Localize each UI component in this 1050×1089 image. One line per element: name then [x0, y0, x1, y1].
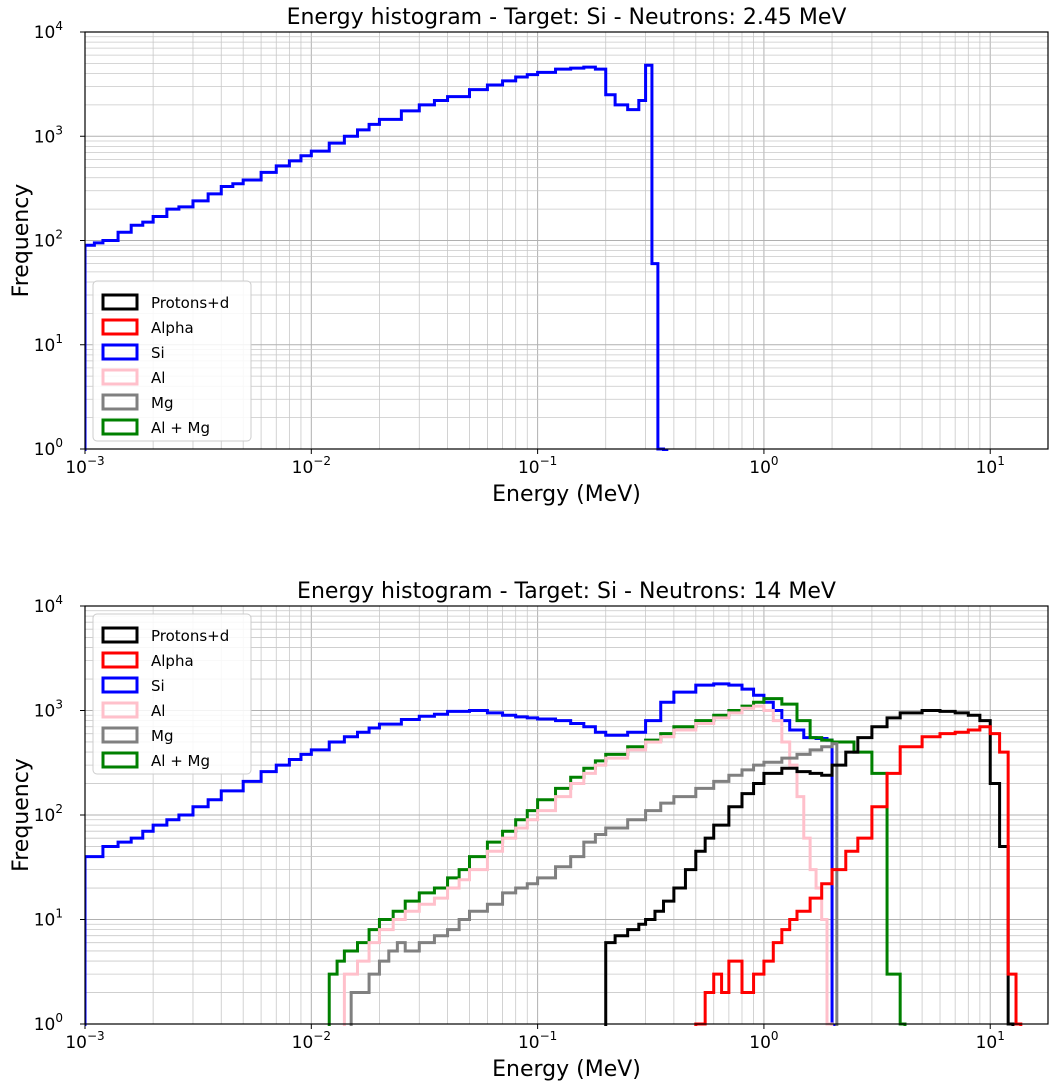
legend-label: Al — [151, 369, 165, 387]
y-tick-label: 103 — [34, 123, 63, 147]
legend-swatch — [101, 751, 139, 769]
legend-label: Protons+d — [151, 294, 229, 312]
y-axis-label: Frequency — [9, 184, 34, 298]
chart-panel-2: 10−3 10−2 10−1 100 101 100 101 102 103 104 Energy … — [9, 579, 1049, 1082]
legend-label: Protons+d — [151, 627, 229, 645]
x-tick-label: 100 — [749, 1029, 778, 1053]
y-tick-label: 101 — [34, 907, 63, 931]
series-si — [85, 63, 669, 451]
chart-panel-1: 10−3 10−2 10−1 100 101 100 101 102 103 104 Energy … — [9, 5, 1049, 507]
legend-swatch — [101, 418, 139, 436]
legend-label: Mg — [151, 394, 173, 412]
legend-label: Alpha — [151, 652, 194, 670]
legend-label: Al + Mg — [151, 752, 210, 770]
series-al-mg — [327, 697, 907, 1026]
y-tick-label: 101 — [34, 332, 63, 356]
legend-swatch — [101, 368, 139, 386]
x-tick-label: 100 — [749, 454, 778, 478]
legend-swatch — [101, 318, 139, 336]
legend-swatch — [101, 701, 139, 719]
series-group — [85, 63, 669, 451]
y-tick-label: 100 — [34, 436, 63, 460]
legend: Protons+d Alpha Si Al Mg Al + Mg — [92, 280, 252, 442]
legend-label: Si — [151, 344, 165, 362]
series-mg — [349, 742, 839, 1026]
x-axis-label: Energy (MeV) — [492, 1057, 641, 1082]
legend-swatch — [101, 626, 139, 644]
legend-swatch — [101, 343, 139, 361]
x-tick-label: 10−2 — [292, 454, 331, 478]
x-tick-label: 10−2 — [292, 1029, 331, 1053]
chart-title: Energy histogram - Target: Si - Neutrons… — [287, 5, 847, 30]
legend-swatch — [101, 726, 139, 744]
y-tick-label: 103 — [34, 698, 63, 722]
legend-swatch — [101, 393, 139, 411]
x-tick-label: 10−1 — [518, 1029, 557, 1053]
legend-swatch — [101, 676, 139, 694]
legend-swatch — [101, 651, 139, 669]
series-si — [85, 682, 837, 1026]
series-al — [342, 704, 834, 1026]
x-tick-label: 101 — [976, 454, 1005, 478]
x-tick-label: 10−3 — [65, 454, 104, 478]
legend-label: Alpha — [151, 319, 194, 337]
x-axis-label: Energy (MeV) — [492, 482, 641, 507]
legend-swatch — [101, 293, 139, 311]
y-tick-label: 104 — [34, 19, 63, 43]
x-tick-label: 10−1 — [518, 454, 557, 478]
series-alpha — [694, 725, 1023, 1026]
legend: Protons+d Alpha Si Al Mg Al + Mg — [92, 613, 252, 775]
legend-label: Si — [151, 677, 165, 695]
legend-label: Al + Mg — [151, 419, 210, 437]
x-tick-label: 10−3 — [65, 1029, 104, 1053]
y-tick-label: 102 — [34, 802, 63, 826]
x-tick-label: 101 — [976, 1029, 1005, 1053]
y-tick-label: 104 — [34, 593, 63, 617]
legend-label: Mg — [151, 727, 173, 745]
legend-label: Al — [151, 702, 165, 720]
y-tick-label: 102 — [34, 228, 63, 252]
chart-title: Energy histogram - Target: Si - Neutrons… — [297, 579, 836, 604]
series-protons-d — [604, 709, 1015, 1026]
y-axis-label: Frequency — [9, 758, 34, 872]
series-group — [85, 682, 1023, 1026]
y-tick-label: 100 — [34, 1011, 63, 1035]
